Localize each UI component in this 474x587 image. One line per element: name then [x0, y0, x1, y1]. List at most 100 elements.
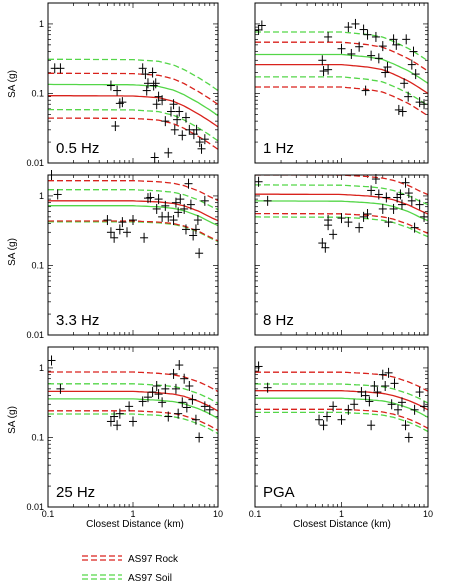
data-point — [337, 414, 346, 425]
data-point — [357, 387, 366, 398]
data-point — [175, 106, 184, 117]
panel-frame — [254, 174, 429, 336]
data-point — [197, 143, 206, 154]
data-point — [384, 217, 393, 228]
model-curves — [255, 371, 428, 433]
data-point — [129, 416, 137, 427]
data-point — [415, 199, 424, 210]
data-point — [151, 78, 160, 89]
data-point — [47, 355, 56, 366]
data-point — [355, 41, 364, 52]
data-point — [370, 380, 379, 391]
data-point — [371, 31, 380, 42]
data-point — [118, 97, 127, 108]
data-point — [181, 224, 190, 235]
y-tick-label: 0.1 — [31, 260, 44, 270]
data-point — [404, 432, 413, 443]
data-point — [409, 46, 418, 57]
y-tick-label: 1 — [39, 191, 44, 201]
panel-frame — [47, 174, 219, 336]
data-point — [359, 211, 368, 222]
model-curves — [48, 180, 218, 243]
data-point — [411, 69, 420, 80]
data-point — [373, 387, 382, 398]
data-point — [184, 178, 193, 189]
data-point — [178, 130, 187, 141]
data-point — [394, 404, 403, 415]
observations — [254, 174, 429, 253]
panel-5: 25 Hz0.010.110.1 1 10 — [26, 346, 223, 519]
data-point — [359, 24, 368, 35]
data-point — [407, 59, 416, 70]
data-point — [415, 387, 424, 398]
data-point — [263, 382, 272, 393]
rock-plus-sigma-line — [48, 371, 218, 393]
data-point — [152, 99, 161, 110]
data-point — [161, 116, 170, 127]
data-point — [324, 64, 333, 75]
soil-plus-sigma-line — [255, 31, 428, 62]
panel-label: 0.5 Hz — [56, 140, 99, 157]
data-point — [164, 411, 173, 422]
data-point — [200, 195, 209, 206]
y-tick-label: 0.01 — [26, 330, 44, 340]
data-point — [106, 227, 115, 238]
data-point — [146, 192, 155, 203]
data-point — [389, 203, 398, 214]
data-point — [404, 91, 413, 102]
data-point — [394, 104, 403, 115]
data-point — [363, 208, 372, 219]
rock-minus-sigma-line — [48, 117, 218, 150]
data-point — [398, 106, 407, 117]
data-point — [191, 414, 200, 425]
data-point — [192, 124, 201, 135]
data-point — [142, 85, 151, 96]
y-tick-label: 0.01 — [26, 502, 44, 512]
legend: AS97 Rock AS97 Soil — [82, 554, 179, 584]
data-point — [188, 394, 197, 405]
data-point — [396, 189, 405, 200]
data-point — [404, 188, 413, 199]
data-point — [140, 232, 149, 243]
data-point — [161, 383, 170, 394]
observations — [50, 63, 209, 163]
rock-minus-sigma-line — [48, 410, 218, 431]
data-point — [154, 194, 163, 205]
panel-frame — [47, 346, 219, 508]
observations — [254, 18, 429, 117]
data-point — [200, 134, 209, 145]
legend-rock-label: AS97 Rock — [128, 554, 179, 565]
x-tick-label: 0.1 — [249, 509, 262, 519]
data-point — [106, 416, 115, 427]
panel-4: 8 Hz — [254, 174, 429, 336]
data-point — [318, 55, 327, 66]
data-point — [174, 408, 183, 419]
rock-minus-sigma-line — [255, 86, 428, 117]
data-point — [180, 203, 189, 214]
data-point — [129, 215, 137, 226]
data-point — [123, 227, 132, 238]
data-point — [347, 48, 356, 59]
data-point — [371, 174, 380, 185]
data-point — [113, 420, 122, 431]
data-point — [174, 207, 183, 218]
data-point — [185, 124, 194, 135]
data-point — [103, 215, 112, 226]
data-point — [53, 189, 62, 200]
soil-plus-sigma-line — [255, 184, 428, 206]
data-point — [337, 43, 346, 54]
data-point — [169, 368, 178, 379]
data-point — [110, 232, 119, 243]
data-point — [344, 22, 353, 33]
data-point — [56, 63, 65, 74]
data-point — [378, 203, 387, 214]
model-curves — [255, 31, 428, 117]
soil-plus-sigma-line — [48, 383, 218, 404]
rock-plus-sigma-line — [255, 371, 428, 392]
data-point — [397, 199, 406, 210]
data-point — [397, 397, 406, 408]
data-point — [200, 401, 209, 412]
data-point — [125, 401, 134, 412]
data-point — [374, 189, 383, 200]
